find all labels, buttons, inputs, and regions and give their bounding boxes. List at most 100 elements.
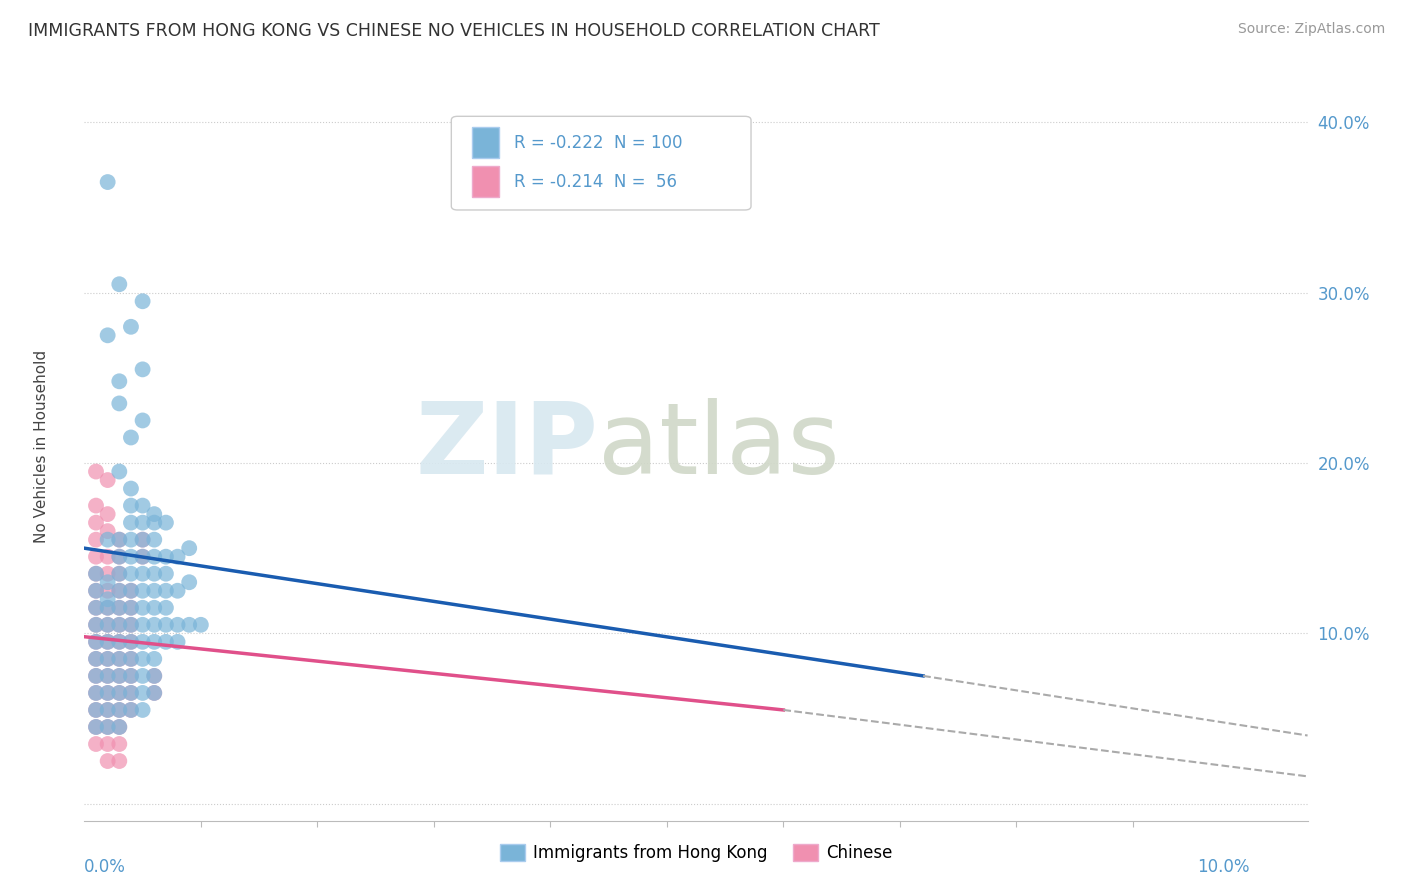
Text: Source: ZipAtlas.com: Source: ZipAtlas.com	[1237, 22, 1385, 37]
Point	[108, 720, 131, 734]
Point	[131, 362, 153, 376]
Point	[120, 617, 142, 632]
Point	[155, 600, 177, 615]
Point	[97, 328, 120, 343]
Point	[97, 583, 120, 598]
Point	[120, 617, 142, 632]
Point	[120, 516, 142, 530]
Point	[84, 720, 107, 734]
Point	[166, 635, 188, 649]
Point	[120, 669, 142, 683]
Point	[97, 507, 120, 521]
Point	[120, 703, 142, 717]
Point	[143, 533, 166, 547]
Point	[120, 600, 142, 615]
Point	[97, 175, 120, 189]
Point	[120, 635, 142, 649]
Point	[131, 549, 153, 564]
Point	[155, 635, 177, 649]
Point	[131, 294, 153, 309]
Legend: Immigrants from Hong Kong, Chinese: Immigrants from Hong Kong, Chinese	[494, 837, 898, 869]
Point	[120, 669, 142, 683]
Point	[143, 583, 166, 598]
Point	[131, 516, 153, 530]
Point	[120, 703, 142, 717]
Text: IMMIGRANTS FROM HONG KONG VS CHINESE NO VEHICLES IN HOUSEHOLD CORRELATION CHART: IMMIGRANTS FROM HONG KONG VS CHINESE NO …	[28, 22, 880, 40]
Point	[108, 533, 131, 547]
Text: atlas: atlas	[598, 398, 839, 494]
Point	[120, 482, 142, 496]
Point	[97, 720, 120, 734]
Point	[120, 583, 142, 598]
Point	[84, 516, 107, 530]
Point	[97, 600, 120, 615]
Point	[108, 754, 131, 768]
Point	[84, 669, 107, 683]
Point	[84, 566, 107, 581]
Point	[131, 686, 153, 700]
Point	[155, 516, 177, 530]
FancyBboxPatch shape	[472, 127, 499, 158]
Point	[97, 686, 120, 700]
Point	[131, 669, 153, 683]
Point	[97, 737, 120, 751]
Point	[97, 566, 120, 581]
Point	[108, 583, 131, 598]
Point	[120, 652, 142, 666]
Point	[84, 533, 107, 547]
Point	[108, 566, 131, 581]
Point	[143, 516, 166, 530]
Point	[179, 617, 201, 632]
Point	[97, 592, 120, 607]
Point	[108, 617, 131, 632]
Point	[131, 499, 153, 513]
Point	[143, 617, 166, 632]
Point	[108, 277, 131, 292]
Point	[84, 652, 107, 666]
Point	[120, 652, 142, 666]
Point	[155, 566, 177, 581]
Point	[97, 549, 120, 564]
Point	[84, 617, 107, 632]
Point	[84, 686, 107, 700]
Point	[120, 686, 142, 700]
Point	[143, 635, 166, 649]
Point	[84, 549, 107, 564]
Point	[84, 737, 107, 751]
Point	[97, 617, 120, 632]
Point	[131, 652, 153, 666]
Point	[131, 566, 153, 581]
Point	[97, 669, 120, 683]
Point	[108, 652, 131, 666]
Point	[108, 374, 131, 388]
Point	[155, 617, 177, 632]
Point	[120, 635, 142, 649]
Point	[143, 652, 166, 666]
Point	[84, 703, 107, 717]
Point	[84, 669, 107, 683]
Point	[108, 669, 131, 683]
Point	[143, 507, 166, 521]
Text: 0.0%: 0.0%	[84, 858, 127, 876]
Point	[131, 413, 153, 427]
Point	[108, 635, 131, 649]
Point	[108, 583, 131, 598]
Text: R = -0.214  N =  56: R = -0.214 N = 56	[513, 172, 676, 191]
Point	[84, 600, 107, 615]
Point	[131, 533, 153, 547]
Point	[84, 583, 107, 598]
Point	[108, 566, 131, 581]
Point	[84, 617, 107, 632]
Point	[97, 754, 120, 768]
Point	[143, 669, 166, 683]
Point	[131, 583, 153, 598]
Text: No Vehicles in Household: No Vehicles in Household	[34, 350, 49, 542]
Point	[108, 635, 131, 649]
Point	[84, 652, 107, 666]
Point	[143, 566, 166, 581]
Point	[120, 499, 142, 513]
Point	[84, 635, 107, 649]
Point	[108, 617, 131, 632]
Point	[97, 473, 120, 487]
Point	[108, 533, 131, 547]
